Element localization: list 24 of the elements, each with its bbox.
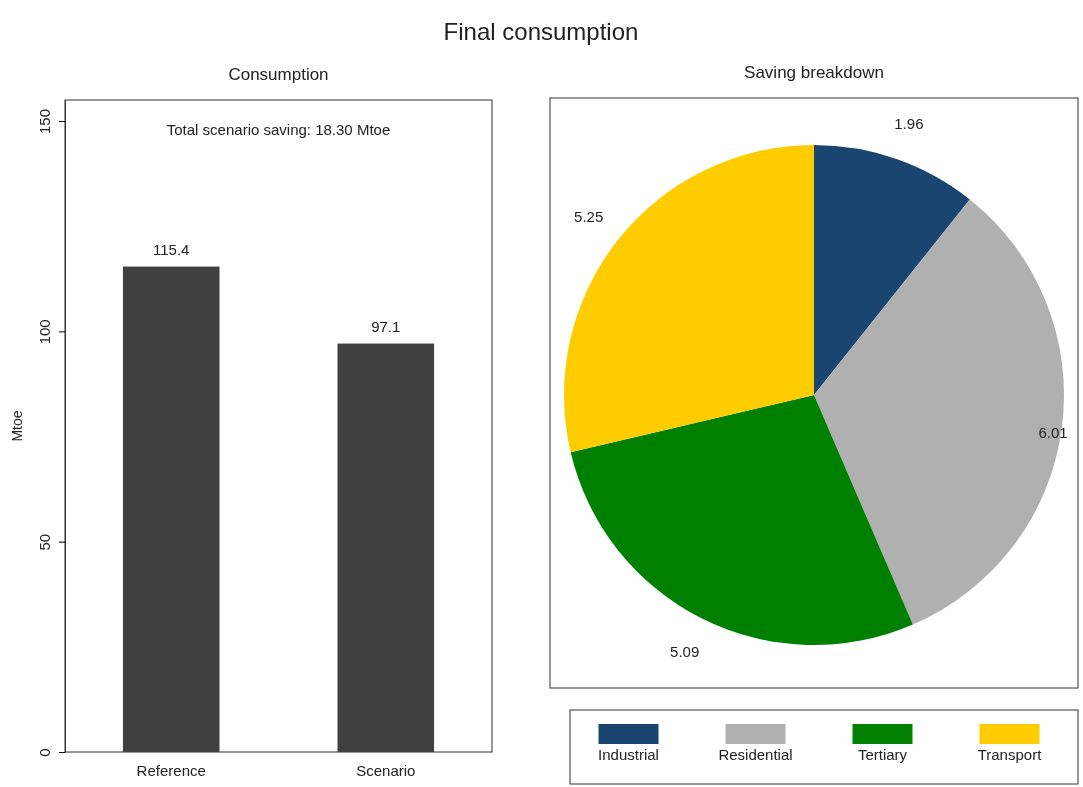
legend-label: Industrial xyxy=(598,746,659,763)
y-tick-label: 150 xyxy=(36,109,54,135)
legend-label: Transport xyxy=(977,746,1043,763)
data-label: 6.01 xyxy=(1038,424,1068,442)
y-tick-label: 0 xyxy=(36,748,54,757)
pie-slice xyxy=(564,145,814,453)
chart-subtitle: Saving breakdown xyxy=(744,63,884,82)
legend-label: Residential xyxy=(718,746,793,763)
data-label: 97.1 xyxy=(371,317,401,335)
x-tick-label: Scenario xyxy=(356,762,416,779)
chart-subtitle: Consumption xyxy=(228,65,329,84)
data-label: 5.09 xyxy=(670,643,700,661)
y-tick-label: 100 xyxy=(36,319,54,345)
data-label: 1.96 xyxy=(894,114,924,132)
legend-label: Tertiary xyxy=(857,746,908,763)
pie-slice xyxy=(570,395,913,645)
data-label: 5.25 xyxy=(574,207,604,225)
pie-slice xyxy=(814,145,970,395)
text: Final consumption xyxy=(443,18,639,45)
data-label: 115.4 xyxy=(152,240,190,258)
y-axis-title: Mtoe xyxy=(9,410,25,442)
y-tick-label: 50 xyxy=(36,533,54,551)
annotation: Total scenario saving: 18.30 Mtoe xyxy=(166,121,391,138)
x-tick-label: Reference xyxy=(136,762,206,779)
